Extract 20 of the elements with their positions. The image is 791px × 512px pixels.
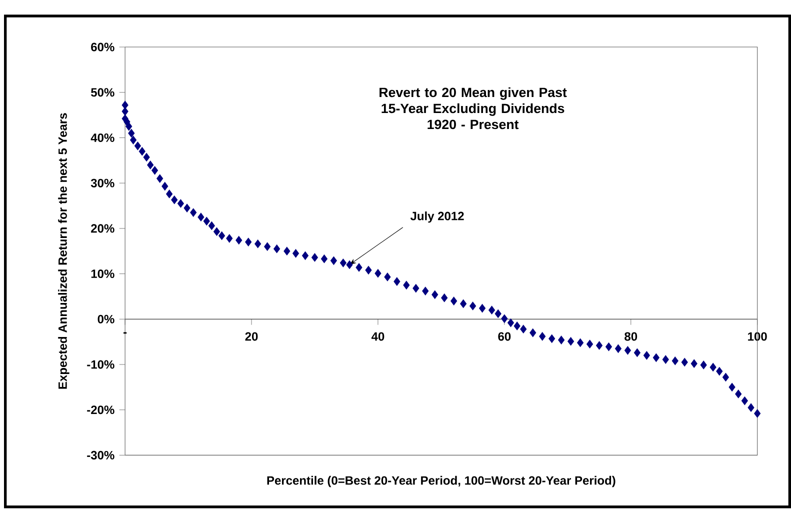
x-tick-label: 20 [245,332,258,341]
text: 1920 - Present [428,120,519,130]
y-tick-label: -10% [87,360,114,369]
x-axis-title: Percentile (0=Best 20-Year Period, 100=Worst 20-Year Period) [267,476,616,487]
y-tick-label: 30% [90,178,114,188]
y-tick-label: 0% [98,314,114,324]
x-tick-label: 40 [371,332,384,341]
x-tick-label: 80 [624,332,638,341]
text: Revert to 20 Mean given Past 15-Year Excluding Dividends [380,87,567,116]
y-tick-label: 10% [91,269,114,278]
y-tick-label: 20% [91,224,114,233]
x-tick-label: 60 [498,332,511,341]
y-tick-label: -20% [87,405,114,414]
y-tick-label: 40% [90,133,114,142]
y-tick-label: 60% [91,42,114,52]
x-tick-label: - [124,332,127,334]
y-tick-label: 50% [91,88,114,97]
y-tick-label: -30% [87,450,114,460]
y-axis-title: Expected Annualized Return for the next 5 Years [58,113,70,389]
annotation: July 2012 [410,211,464,223]
